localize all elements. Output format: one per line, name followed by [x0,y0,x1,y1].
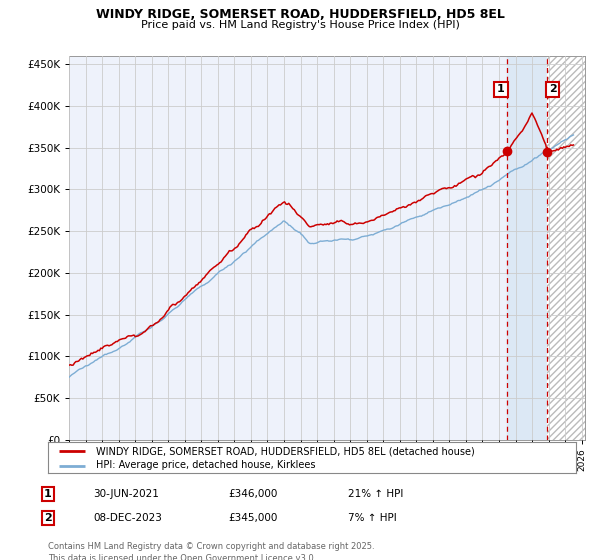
Text: 1: 1 [497,85,505,94]
Text: 7% ↑ HPI: 7% ↑ HPI [348,513,397,523]
Text: £345,000: £345,000 [228,513,277,523]
Bar [507,56,547,440]
Text: 2: 2 [44,513,52,523]
Text: Price paid vs. HM Land Registry's House Price Index (HPI): Price paid vs. HM Land Registry's House … [140,20,460,30]
Text: WINDY RIDGE, SOMERSET ROAD, HUDDERSFIELD, HD5 8EL: WINDY RIDGE, SOMERSET ROAD, HUDDERSFIELD… [95,8,505,21]
Bar [547,56,585,440]
Text: 30-JUN-2021: 30-JUN-2021 [93,489,159,499]
Bar [547,56,585,440]
Text: WINDY RIDGE, SOMERSET ROAD, HUDDERSFIELD, HD5 8EL (detached house): WINDY RIDGE, SOMERSET ROAD, HUDDERSFIELD… [95,446,474,456]
Text: £346,000: £346,000 [228,489,277,499]
Text: 08-DEC-2023: 08-DEC-2023 [93,513,162,523]
Text: Contains HM Land Registry data © Crown copyright and database right 2025.
This d: Contains HM Land Registry data © Crown c… [48,542,374,560]
Text: HPI: Average price, detached house, Kirklees: HPI: Average price, detached house, Kirk… [95,460,315,470]
Text: 21% ↑ HPI: 21% ↑ HPI [348,489,403,499]
Text: 1: 1 [44,489,52,499]
Text: 2: 2 [549,85,557,94]
